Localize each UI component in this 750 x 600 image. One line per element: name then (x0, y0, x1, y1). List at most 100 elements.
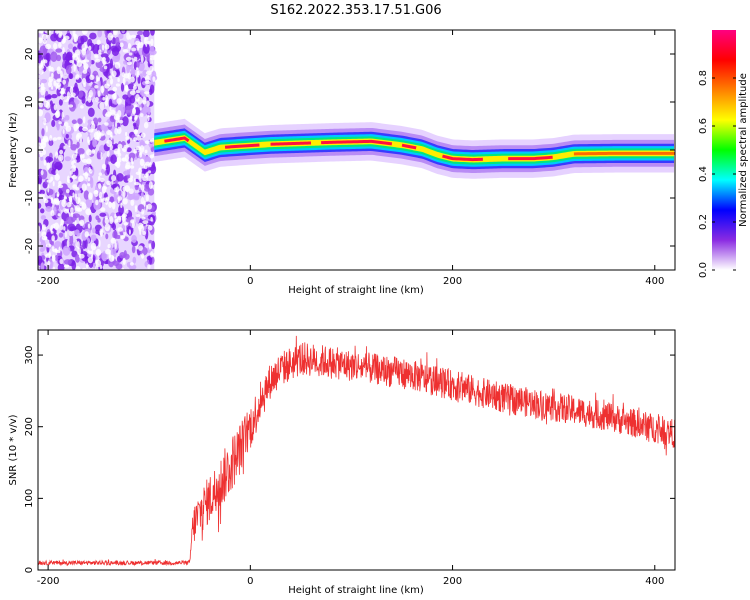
noise-gap (140, 55, 144, 63)
noise-gap (54, 197, 60, 204)
noise-gap (72, 184, 77, 189)
noise-gap (63, 96, 69, 103)
snr-series-line (38, 335, 675, 567)
noise-gap (122, 49, 129, 53)
noise-gap (62, 75, 68, 79)
noise-gap (145, 70, 152, 76)
noise-gap (63, 145, 66, 150)
x-tick-label: 200 (443, 576, 462, 587)
noise-blob (113, 191, 117, 202)
noise-gap (56, 66, 62, 75)
noise-gap (75, 148, 78, 157)
noise-gap (70, 207, 74, 215)
noise-blob (113, 260, 120, 267)
noise-gap (82, 126, 88, 132)
noise-gap (54, 173, 60, 181)
noise-gap (40, 59, 44, 68)
noise-gap (50, 225, 53, 233)
noise-blob (131, 235, 137, 243)
noise-blob (106, 164, 111, 175)
noise-gap (46, 179, 52, 183)
noise-gap (136, 245, 139, 250)
noise-blob (39, 247, 45, 253)
noise-gap (114, 242, 117, 250)
noise-blob (108, 196, 115, 203)
noise-gap (136, 47, 140, 51)
x-tick-label: 200 (443, 276, 462, 287)
noise-gap (52, 181, 55, 187)
noise-gap (87, 223, 91, 229)
noise-gap (126, 32, 130, 40)
colorbar-gradient (712, 30, 736, 270)
noise-gap (117, 152, 122, 157)
noise-blob (141, 107, 147, 115)
noise-gap (91, 122, 96, 131)
spectrogram-plot-area (38, 30, 675, 270)
noise-gap (115, 120, 118, 129)
noise-gap (73, 34, 78, 43)
noise-blob (108, 98, 113, 108)
noise-blob (121, 30, 126, 34)
snr-x-label: Height of straight line (km) (288, 585, 424, 596)
noise-gap (141, 230, 146, 236)
noise-gap (52, 42, 58, 50)
noise-gap (125, 56, 132, 62)
noise-gap (38, 109, 44, 117)
noise-gap (54, 30, 61, 34)
noise-gap (89, 74, 95, 81)
noise-gap (143, 163, 148, 170)
noise-gap (144, 149, 148, 154)
noise-gap (83, 82, 86, 88)
ridge-core-6 (508, 155, 553, 161)
noise-blob (66, 51, 73, 59)
ridge-core-2 (270, 141, 312, 146)
noise-gap (135, 89, 141, 94)
x-tick-label: -200 (37, 276, 60, 287)
noise-blob (122, 41, 129, 50)
noise-gap (135, 67, 139, 71)
noise-gap (58, 246, 61, 254)
noise-blob (105, 233, 109, 240)
noise-gap (95, 259, 98, 264)
noise-gap (143, 91, 150, 95)
noise-blob (92, 227, 96, 234)
noise-gap (102, 197, 108, 201)
noise-blob (65, 133, 69, 139)
noise-blob (131, 69, 136, 79)
noise-gap (141, 208, 145, 215)
x-tick-label: 400 (645, 276, 664, 287)
noise-blob (115, 212, 123, 217)
noise-gap (95, 249, 102, 256)
noise-gap (61, 199, 67, 208)
noise-gap (123, 231, 126, 236)
noise-blob (73, 97, 78, 103)
noise-blob (97, 218, 101, 223)
spectrogram-y-label: Frequency (Hz) (8, 112, 19, 188)
noise-blob (100, 53, 109, 58)
noise-gap (38, 30, 44, 34)
noise-gap (121, 267, 125, 270)
colorbar-tick-label: 0.8 (698, 70, 709, 86)
ridge-core-1 (224, 143, 260, 149)
noise-gap (85, 208, 92, 216)
noise-gap (87, 183, 91, 187)
y-tick-label: -10 (24, 190, 35, 206)
noise-gap (57, 82, 62, 88)
noise-gap (73, 63, 76, 72)
noise-gap (62, 79, 67, 85)
noise-blob (77, 118, 83, 125)
noise-gap (103, 186, 107, 190)
noise-gap (80, 153, 83, 162)
noise-gap (63, 226, 66, 231)
noise-blob (107, 90, 116, 95)
colorbar-tick-label: 0.0 (698, 262, 709, 278)
noise-blob (67, 43, 74, 50)
noise-gap (85, 148, 92, 156)
noise-gap (41, 224, 46, 231)
noise-gap (51, 235, 55, 242)
noise-blob (127, 83, 135, 90)
noise-gap (133, 148, 137, 154)
noise-gap (125, 208, 129, 214)
